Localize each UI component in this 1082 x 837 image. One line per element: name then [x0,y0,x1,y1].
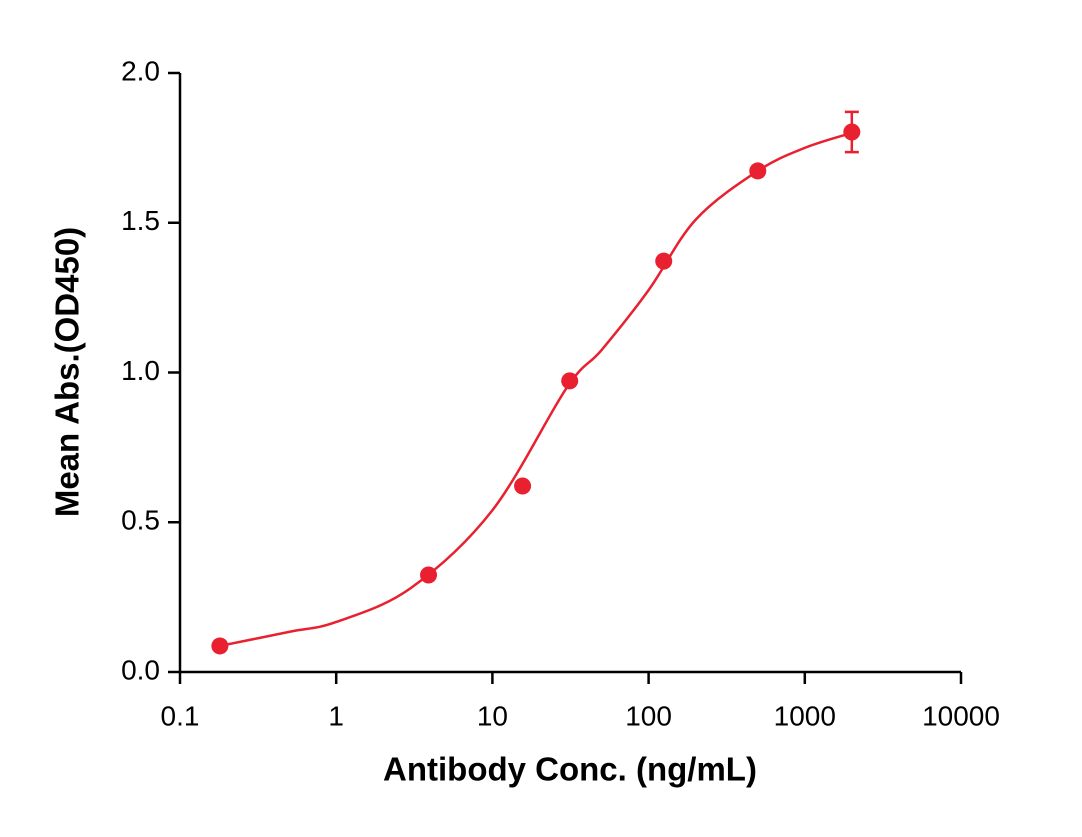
y-tick-label: 1.5 [121,205,160,236]
fit-curve [219,131,853,648]
data-point [514,477,532,495]
y-tick-label: 1.0 [121,355,160,386]
x-tick-label: 0.1 [161,700,200,731]
x-tick-label: 10000 [922,700,1000,731]
data-point [211,637,229,655]
y-tick-label: 0.0 [121,654,160,685]
data-point [749,162,767,180]
data-point [655,252,673,270]
x-tick-label: 100 [625,700,672,731]
x-tick-label: 1000 [774,700,836,731]
x-axis-title: Antibody Conc. (ng/mL) [383,751,757,788]
x-tick-label: 1 [328,700,344,731]
y-axis-title: Mean Abs.(OD450) [49,227,86,517]
y-tick-label: 2.0 [121,55,160,86]
x-tick-label: 10 [477,700,508,731]
y-tick-label: 0.5 [121,505,160,536]
data-point [561,372,579,390]
data-point [843,123,861,141]
data-point [420,566,438,584]
